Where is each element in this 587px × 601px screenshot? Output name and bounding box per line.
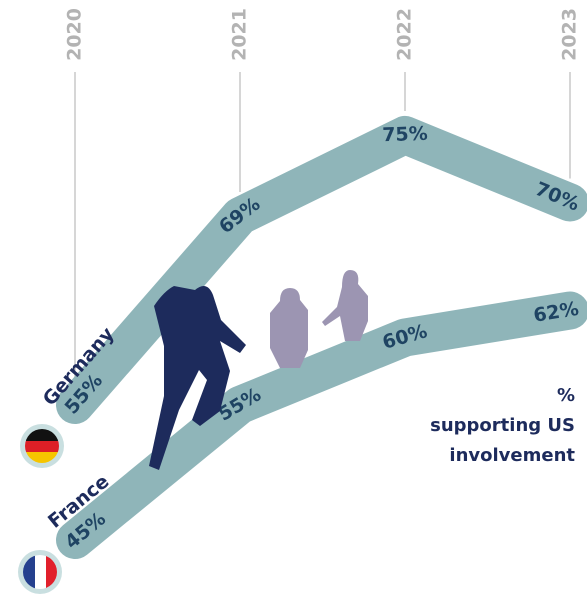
plot: 2020 2021 2022 202355%69%75%70%Germany45%55…: [39, 8, 587, 559]
year-label: 2022: [394, 8, 416, 61]
band: [56, 291, 587, 559]
year-label: 2021: [229, 8, 251, 61]
flag-germany: [20, 424, 64, 468]
soldier-silhouettes: [149, 270, 368, 470]
year-label: 2023: [559, 8, 581, 61]
annotation: %: [557, 385, 575, 406]
flag-france: [18, 550, 62, 594]
annotation: supporting US: [430, 415, 575, 436]
annotation: involvement: [449, 445, 575, 466]
value-label: 75%: [382, 123, 428, 147]
year-label: 2020: [64, 8, 86, 61]
